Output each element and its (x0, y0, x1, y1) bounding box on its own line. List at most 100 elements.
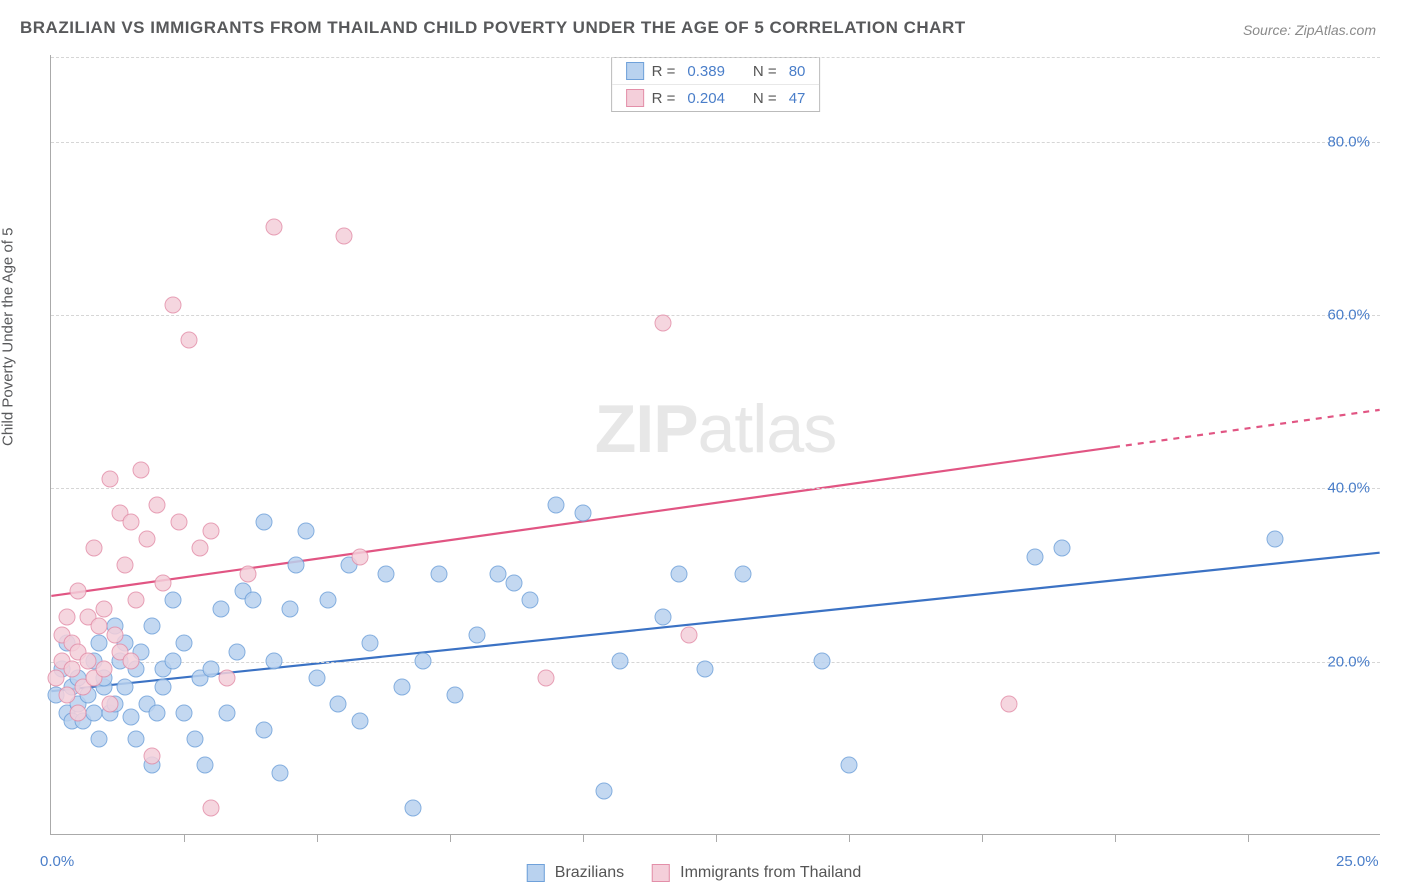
scatter-point-thailand (351, 548, 368, 565)
scatter-point-thailand (90, 618, 107, 635)
scatter-point-brazilians (229, 644, 246, 661)
scatter-point-thailand (128, 592, 145, 609)
scatter-point-thailand (85, 540, 102, 557)
gridline-h (51, 315, 1380, 316)
swatch-icon (527, 864, 545, 882)
scatter-point-thailand (537, 670, 554, 687)
y-axis-label: Child Poverty Under the Age of 5 (0, 228, 17, 446)
x-tick (1248, 834, 1249, 842)
scatter-point-brazilians (319, 592, 336, 609)
scatter-point-brazilians (186, 730, 203, 747)
scatter-point-thailand (218, 670, 235, 687)
gridline-h (51, 57, 1380, 58)
scatter-point-brazilians (734, 566, 751, 583)
scatter-point-thailand (202, 800, 219, 817)
scatter-point-thailand (165, 297, 182, 314)
scatter-point-brazilians (255, 722, 272, 739)
gridline-h (51, 488, 1380, 489)
watermark-bold: ZIP (595, 391, 698, 467)
watermark-light: atlas (698, 391, 837, 467)
scatter-point-brazilians (149, 704, 166, 721)
scatter-point-brazilians (202, 661, 219, 678)
scatter-point-thailand (654, 314, 671, 331)
scatter-point-brazilians (165, 652, 182, 669)
x-min-label: 0.0% (40, 853, 74, 870)
scatter-point-thailand (144, 748, 161, 765)
scatter-point-thailand (101, 470, 118, 487)
scatter-point-brazilians (197, 756, 214, 773)
scatter-point-thailand (69, 704, 86, 721)
scatter-point-thailand (239, 566, 256, 583)
y-tick-label: 60.0% (1327, 307, 1370, 324)
scatter-point-thailand (106, 626, 123, 643)
scatter-point-thailand (117, 557, 134, 574)
n-label: N = (753, 90, 777, 107)
n-value: 47 (789, 90, 806, 107)
scatter-point-brazilians (447, 687, 464, 704)
scatter-point-brazilians (505, 574, 522, 591)
r-label: R = (652, 90, 676, 107)
y-tick-label: 20.0% (1327, 653, 1370, 670)
scatter-point-brazilians (298, 522, 315, 539)
y-tick-label: 40.0% (1327, 480, 1370, 497)
scatter-point-thailand (266, 219, 283, 236)
scatter-point-brazilians (548, 496, 565, 513)
scatter-point-brazilians (309, 670, 326, 687)
r-value: 0.389 (687, 63, 725, 80)
scatter-point-thailand (138, 531, 155, 548)
scatter-point-thailand (122, 514, 139, 531)
scatter-point-brazilians (468, 626, 485, 643)
scatter-point-brazilians (330, 696, 347, 713)
scatter-point-thailand (58, 609, 75, 626)
scatter-point-brazilians (176, 635, 193, 652)
scatter-point-thailand (64, 661, 81, 678)
gridline-h (51, 142, 1380, 143)
scatter-point-thailand (149, 496, 166, 513)
scatter-point-brazilians (1266, 531, 1283, 548)
legend-stats-row-brazilians: R =0.389N =80 (612, 58, 820, 84)
scatter-point-brazilians (1053, 540, 1070, 557)
scatter-point-thailand (335, 228, 352, 245)
y-tick-label: 80.0% (1327, 133, 1370, 150)
scatter-point-brazilians (378, 566, 395, 583)
scatter-point-brazilians (596, 782, 613, 799)
scatter-point-brazilians (612, 652, 629, 669)
r-label: R = (652, 63, 676, 80)
scatter-point-brazilians (85, 704, 102, 721)
scatter-point-brazilians (144, 618, 161, 635)
x-tick (450, 834, 451, 842)
scatter-point-brazilians (670, 566, 687, 583)
scatter-point-brazilians (117, 678, 134, 695)
scatter-point-brazilians (90, 730, 107, 747)
scatter-point-brazilians (282, 600, 299, 617)
scatter-point-brazilians (287, 557, 304, 574)
scatter-point-brazilians (266, 652, 283, 669)
x-tick (716, 834, 717, 842)
scatter-point-brazilians (90, 635, 107, 652)
x-tick (184, 834, 185, 842)
scatter-point-thailand (101, 696, 118, 713)
r-value: 0.204 (687, 90, 725, 107)
scatter-point-thailand (1000, 696, 1017, 713)
scatter-point-brazilians (128, 730, 145, 747)
x-tick (849, 834, 850, 842)
scatter-point-brazilians (351, 713, 368, 730)
scatter-point-thailand (58, 687, 75, 704)
swatch-icon (626, 89, 644, 107)
scatter-point-thailand (202, 522, 219, 539)
scatter-point-brazilians (394, 678, 411, 695)
scatter-point-thailand (80, 652, 97, 669)
legend-label-brazilians: Brazilians (555, 864, 624, 882)
x-tick (982, 834, 983, 842)
scatter-point-thailand (181, 332, 198, 349)
scatter-point-brazilians (841, 756, 858, 773)
scatter-point-brazilians (255, 514, 272, 531)
plot-area: ZIPatlas R =0.389N =80R =0.204N =47 20.0… (50, 55, 1380, 835)
scatter-point-brazilians (575, 505, 592, 522)
watermark: ZIPatlas (595, 390, 836, 468)
scatter-point-brazilians (176, 704, 193, 721)
chart-source: Source: ZipAtlas.com (1243, 22, 1376, 38)
scatter-point-brazilians (122, 709, 139, 726)
chart-title: BRAZILIAN VS IMMIGRANTS FROM THAILAND CH… (20, 18, 966, 38)
n-value: 80 (789, 63, 806, 80)
